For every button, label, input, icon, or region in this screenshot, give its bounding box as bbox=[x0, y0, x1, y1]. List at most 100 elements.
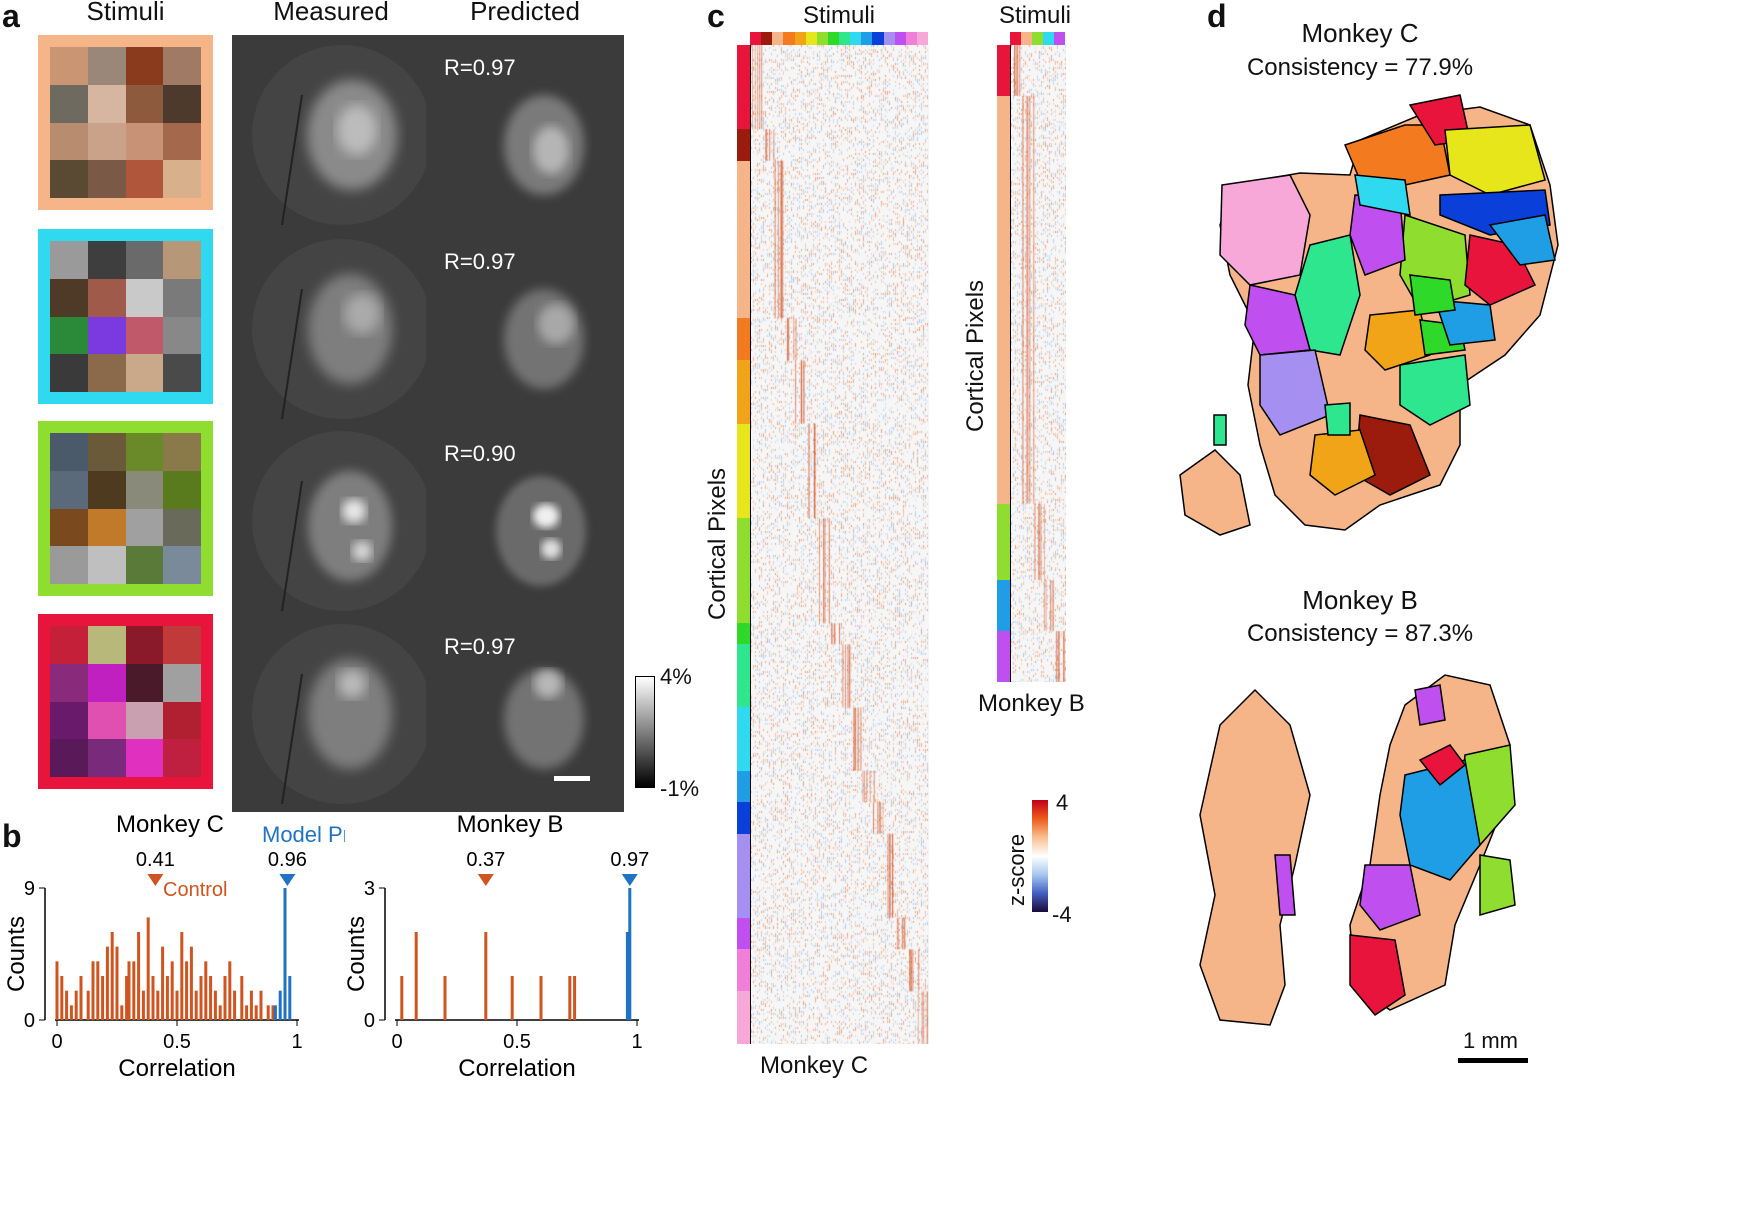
predicted-map-2: R=0.97 bbox=[426, 229, 624, 427]
panel-label-b: b bbox=[2, 818, 22, 854]
category-color-block bbox=[827, 32, 839, 45]
x-tick-label: 0.5 bbox=[163, 1031, 191, 1053]
panel-label-a: a bbox=[2, 0, 20, 34]
histogram-bar bbox=[213, 990, 217, 1020]
histogram-monkey-c: Monkey C 0 0.5 1 0 9 Correlation Counts 0.41 0.96… bbox=[3, 811, 345, 1082]
predicted-map-3: R=0.90 bbox=[426, 421, 624, 619]
x-tick-label: 0 bbox=[391, 1031, 402, 1053]
monkey-c-map-title: Monkey C bbox=[1301, 18, 1419, 48]
histogram-bar bbox=[204, 961, 208, 1020]
monkey-b-map-title: Monkey B bbox=[1302, 585, 1418, 615]
scale-bar bbox=[1458, 1058, 1528, 1063]
category-color-block bbox=[737, 623, 750, 645]
histogram-bar bbox=[127, 961, 131, 1020]
parcellation-map-monkey-c bbox=[1179, 94, 1559, 536]
cortical-pixels-label-b: Cortical Pixels bbox=[962, 279, 989, 432]
category-color-block bbox=[805, 32, 817, 45]
category-strip-top-b bbox=[1010, 32, 1065, 45]
category-color-block bbox=[737, 917, 750, 950]
mean-marker bbox=[477, 874, 494, 886]
histogram-bar bbox=[86, 990, 90, 1020]
header-predicted: Predicted bbox=[470, 0, 580, 26]
histogram-bar bbox=[141, 990, 145, 1020]
category-color-block bbox=[872, 32, 884, 45]
histogram-bar bbox=[254, 1005, 258, 1020]
histogram-bar bbox=[245, 1005, 249, 1020]
category-color-block bbox=[737, 949, 750, 992]
histogram-bar bbox=[65, 990, 69, 1020]
category-color-block bbox=[737, 644, 750, 708]
mean-label: 0.41 bbox=[136, 849, 175, 871]
grayscale-colorbar bbox=[635, 676, 655, 788]
stimuli-label-b: Stimuli bbox=[998, 2, 1071, 29]
monkey-b-consistency: Consistency = 87.3% bbox=[1246, 620, 1474, 647]
category-color-block bbox=[861, 32, 873, 45]
stimulus-grid-colors bbox=[38, 614, 213, 789]
category-strip-top-c bbox=[750, 32, 928, 45]
histogram-bar bbox=[91, 961, 95, 1020]
category-color-block bbox=[737, 360, 750, 424]
category-color-block bbox=[894, 32, 906, 45]
category-color-block bbox=[737, 318, 750, 361]
histogram-bar bbox=[271, 1005, 275, 1020]
model-pred-label: Model Pred. bbox=[262, 822, 345, 847]
histogram-bar bbox=[443, 976, 447, 1020]
category-color-block bbox=[737, 160, 750, 319]
histogram-bar bbox=[137, 932, 141, 1020]
colorbar-min-label: -1% bbox=[660, 776, 700, 801]
histogram-bar bbox=[573, 976, 577, 1020]
histogram-bar bbox=[288, 976, 292, 1020]
predicted-map-1: R=0.97 bbox=[426, 35, 624, 233]
x-axis-label: Correlation bbox=[458, 1055, 575, 1082]
histogram-bar bbox=[539, 976, 543, 1020]
stimulus-grid-faces bbox=[38, 35, 213, 210]
histogram-bar bbox=[233, 990, 237, 1020]
category-strip-left-c bbox=[737, 45, 750, 1044]
histogram-bar bbox=[273, 1005, 277, 1020]
header-stimuli: Stimuli bbox=[86, 0, 165, 26]
category-color-block bbox=[737, 833, 750, 918]
histogram-bar bbox=[151, 976, 155, 1020]
r-value-3: R=0.90 bbox=[444, 441, 516, 466]
monkey-c-consistency: Consistency = 77.9% bbox=[1246, 54, 1474, 81]
histogram-bar bbox=[60, 976, 64, 1020]
measured-map-4 bbox=[232, 614, 430, 812]
category-color-block bbox=[997, 631, 1010, 682]
histogram-bar bbox=[283, 888, 287, 1020]
heatmap-monkey-b bbox=[1010, 45, 1066, 682]
histogram-bar bbox=[628, 888, 632, 1020]
r-value-1: R=0.97 bbox=[444, 55, 516, 80]
histogram-bar bbox=[132, 961, 136, 1020]
category-color-block bbox=[905, 32, 917, 45]
histogram-bar bbox=[69, 1005, 73, 1020]
r-value-4: R=0.97 bbox=[444, 634, 516, 659]
category-color-block bbox=[737, 129, 750, 161]
category-color-block bbox=[737, 45, 750, 130]
histogram-bar bbox=[146, 917, 150, 1020]
histogram-bar bbox=[165, 976, 169, 1020]
monkey-b-heatmap-label: Monkey B bbox=[978, 690, 1085, 717]
r-value-2: R=0.97 bbox=[444, 249, 516, 274]
category-color-block bbox=[737, 423, 750, 519]
mean-label: 0.97 bbox=[610, 849, 649, 871]
heatmap-canvas bbox=[751, 45, 929, 1044]
histogram-bar bbox=[266, 1005, 270, 1020]
mean-marker bbox=[621, 874, 638, 886]
category-color-block bbox=[737, 802, 750, 834]
y-axis-label: Counts bbox=[343, 916, 370, 992]
histogram-bar bbox=[414, 932, 418, 1020]
histogram-bar bbox=[625, 932, 629, 1020]
histogram-bar bbox=[79, 976, 83, 1020]
category-color-block bbox=[916, 32, 928, 45]
histogram-bar bbox=[115, 946, 119, 1020]
histogram-bar bbox=[175, 990, 179, 1020]
histogram-bar bbox=[223, 976, 227, 1020]
y-axis-label: Counts bbox=[3, 916, 30, 992]
histogram-title: Monkey B bbox=[457, 811, 564, 838]
zscore-min-label: -4 bbox=[1052, 902, 1072, 927]
x-tick-label: 1 bbox=[291, 1031, 302, 1053]
category-color-block bbox=[839, 32, 851, 45]
histogram-bar bbox=[156, 990, 160, 1020]
category-color-block bbox=[737, 518, 750, 624]
zscore-title: z-score bbox=[1004, 833, 1029, 906]
